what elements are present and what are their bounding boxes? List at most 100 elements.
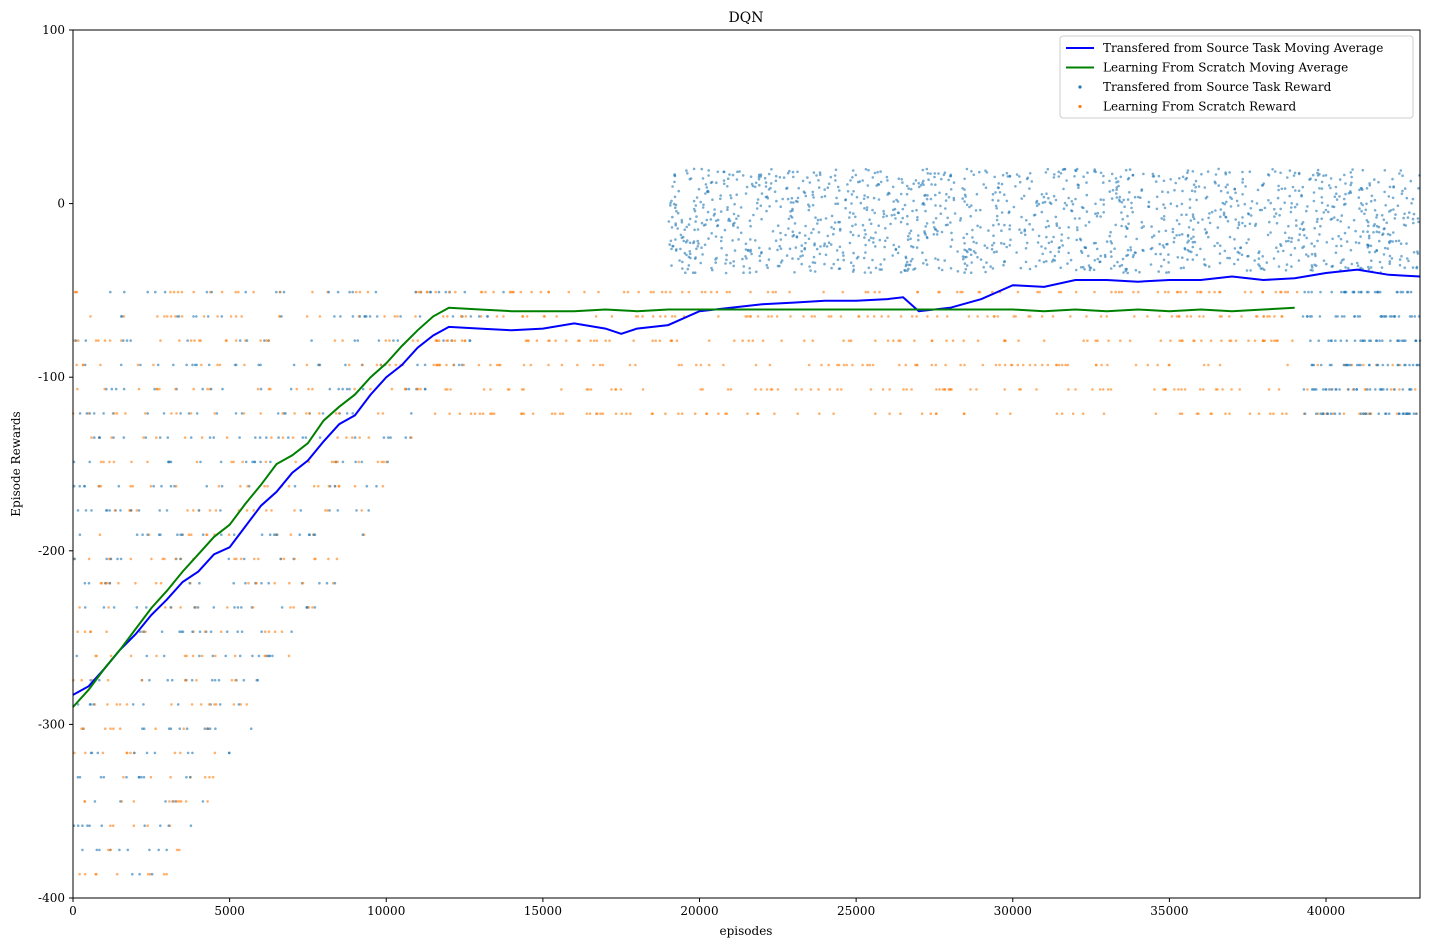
transfer-reward-point: [892, 208, 895, 212]
transfer-reward-point: [367, 509, 371, 512]
scratch-reward-point: [90, 509, 93, 512]
scratch-reward-point: [106, 678, 110, 682]
transfer-reward-point: [1333, 412, 1337, 416]
transfer-reward-point: [785, 187, 788, 190]
transfer-reward-point: [1162, 258, 1166, 262]
transfer-reward-point: [903, 203, 907, 207]
transfer-reward-point: [917, 234, 920, 237]
scratch-reward-point: [193, 363, 197, 367]
scratch-reward-point: [189, 436, 193, 439]
scratch-reward-point: [97, 484, 100, 488]
transfer-reward-point: [686, 267, 690, 271]
transfer-reward-point: [220, 290, 224, 294]
scratch-reward-point: [910, 315, 914, 318]
scratch-reward-point: [179, 557, 182, 561]
transfer-reward-point: [816, 218, 820, 222]
transfer-reward-point: [1214, 173, 1218, 176]
transfer-reward-point: [1320, 180, 1324, 184]
transfer-reward-point: [993, 175, 996, 179]
transfer-reward-point: [239, 703, 243, 706]
scratch-reward-point: [448, 412, 451, 416]
transfer-reward-point: [1406, 216, 1410, 219]
transfer-reward-point: [1335, 388, 1338, 391]
scratch-reward-point: [1162, 388, 1165, 391]
transfer-reward-point: [143, 824, 146, 827]
transfer-reward-point: [735, 217, 738, 220]
transfer-reward-point: [933, 172, 937, 175]
transfer-reward-point: [1378, 290, 1382, 294]
scratch-reward-point: [445, 363, 448, 367]
scratch-reward-point: [216, 315, 219, 318]
scratch-reward-point: [411, 339, 415, 342]
transfer-reward-point: [1000, 211, 1004, 214]
transfer-reward-point: [1366, 388, 1369, 391]
transfer-reward-point: [1340, 214, 1344, 217]
scratch-reward-point: [703, 290, 707, 294]
transfer-reward-point: [1189, 219, 1193, 222]
transfer-reward-point: [1410, 315, 1414, 318]
transfer-reward-point: [1293, 171, 1297, 175]
transfer-reward-point: [1356, 315, 1360, 318]
scratch-reward-point: [1109, 388, 1113, 391]
scratch-reward-point: [1003, 363, 1007, 367]
transfer-reward-point: [830, 266, 833, 270]
scratch-reward-point: [741, 339, 744, 343]
transfer-reward-point: [848, 216, 851, 219]
transfer-reward-point: [1315, 209, 1318, 213]
transfer-reward-point: [388, 363, 391, 367]
transfer-reward-point: [807, 208, 811, 212]
legend-label: Transfered from Source Task Moving Avera…: [1103, 41, 1383, 55]
scratch-reward-point: [1014, 315, 1017, 318]
scratch-reward-point: [1202, 388, 1205, 391]
scratch-reward-point: [112, 606, 116, 609]
scratch-reward-point: [629, 412, 632, 416]
transfer-reward-point: [137, 509, 141, 512]
scratch-reward-point: [103, 387, 106, 391]
transfer-reward-point: [1246, 254, 1249, 258]
transfer-reward-point: [771, 230, 775, 233]
transfer-reward-point: [1137, 195, 1140, 199]
transfer-reward-point: [911, 245, 915, 249]
scratch-reward-point: [810, 315, 814, 318]
transfer-reward-point: [822, 244, 826, 248]
transfer-reward-point: [108, 460, 111, 464]
transfer-reward-point: [1205, 230, 1208, 234]
transfer-reward-point: [167, 727, 171, 730]
transfer-reward-point: [1396, 363, 1399, 367]
scratch-reward-point: [849, 339, 853, 343]
transfer-reward-point: [838, 220, 841, 224]
transfer-reward-point: [676, 227, 679, 230]
transfer-reward-point: [673, 174, 677, 178]
scratch-reward-point: [95, 654, 98, 658]
scratch-reward-point: [460, 339, 464, 342]
transfer-reward-point: [749, 224, 752, 228]
transfer-reward-point: [942, 173, 946, 177]
transfer-reward-point: [1244, 185, 1247, 188]
transfer-reward-point: [99, 581, 103, 585]
transfer-reward-point: [83, 484, 86, 488]
transfer-reward-point: [1276, 196, 1280, 200]
transfer-reward-point: [1102, 174, 1105, 178]
transfer-reward-point: [921, 168, 925, 172]
transfer-reward-point: [122, 436, 126, 439]
transfer-reward-point: [1381, 232, 1385, 235]
transfer-reward-point: [287, 436, 290, 439]
transfer-reward-point: [1030, 180, 1034, 183]
transfer-reward-point: [1082, 265, 1085, 269]
scratch-reward-point: [98, 533, 102, 536]
transfer-reward-point: [298, 533, 302, 536]
transfer-reward-point: [1360, 290, 1363, 294]
transfer-reward-point: [1280, 187, 1284, 191]
transfer-reward-point: [1237, 204, 1240, 207]
scratch-reward-point: [155, 387, 159, 391]
transfer-reward-point: [674, 238, 677, 241]
scratch-reward-point: [246, 484, 249, 488]
scratch-reward-point: [1200, 339, 1203, 343]
scratch-reward-point: [733, 339, 736, 343]
scratch-reward-point: [995, 412, 999, 416]
transfer-reward-point: [1102, 203, 1105, 206]
transfer-reward-point: [125, 751, 129, 755]
transfer-reward-point: [122, 387, 126, 391]
transfer-reward-point: [1134, 268, 1138, 272]
